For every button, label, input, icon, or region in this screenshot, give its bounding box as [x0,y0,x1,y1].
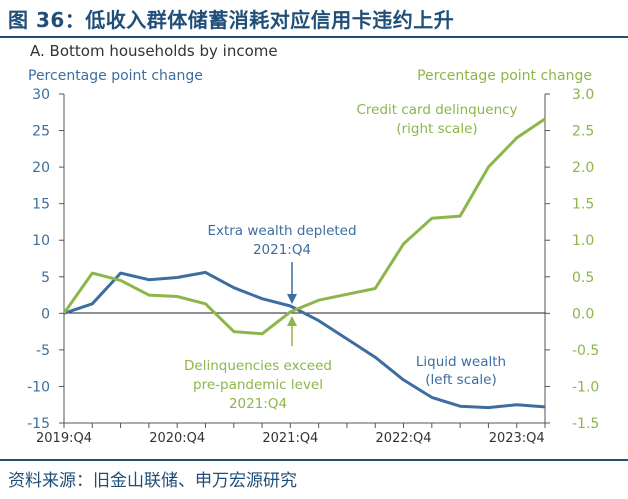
panel-title: A. Bottom households by income [30,42,278,60]
source-note: 资料来源：旧金山联储、申万宏源研究 [8,471,297,491]
right-tick-label: 1.0 [572,233,594,249]
x-tick-label: 2021:Q4 [262,431,318,446]
source-rule [0,459,628,461]
left-tick-label: 30 [32,87,50,103]
left-tick-label: 10 [32,233,50,249]
annotation-delinq-1: Delinquencies exceed [184,358,332,374]
right-axis-label: Percentage point change [417,68,592,84]
left-tick-label: -15 [27,416,50,432]
x-tick-label: 2022:Q4 [376,431,432,446]
label-credit-card-1: Credit card delinquency [356,102,517,118]
left-tick-label: -10 [27,379,50,395]
extra-wealth-arrowhead [287,294,297,304]
x-tick-label: 2019:Q4 [36,431,92,446]
label-liquid-wealth-2: (left scale) [425,372,496,388]
annotation-delinq-3: 2021:Q4 [229,396,287,412]
right-tick-label: 0.5 [572,270,594,286]
label-credit-card-2: (right scale) [396,121,477,137]
left-tick-label: -5 [36,343,50,359]
left-tick-label: 0 [41,306,50,322]
x-tick-label: 2020:Q4 [149,431,205,446]
annotation-extra-wealth-1: Extra wealth depleted [207,223,356,239]
right-tick-label: -1.5 [572,416,599,432]
left-tick-label: 15 [32,197,50,213]
right-tick-label: 3.0 [572,87,594,103]
annotation-extra-wealth-2: 2021:Q4 [253,242,311,258]
series-liquid-wealth [63,270,546,410]
right-tick-label: 0.0 [572,306,594,322]
label-liquid-wealth-1: Liquid wealth [416,354,506,370]
left-tick-label: 5 [41,270,50,286]
left-tick-label: 20 [32,160,50,176]
left-tick-label: 25 [32,124,50,140]
left-axis-label: Percentage point change [28,68,203,84]
x-tick-label: 2023:Q4 [489,431,545,446]
right-tick-label: 2.0 [572,160,594,176]
delinq-arrowhead [287,316,297,326]
annotation-delinq-2: pre-pandemic level [193,377,323,393]
series-credit-card-delinquency [62,117,546,336]
right-tick-label: -0.5 [572,343,599,359]
figure-title: 图 36：低收入群体储蓄消耗对应信用卡违约上升 [8,8,455,32]
right-tick-label: -1.0 [572,379,599,395]
right-tick-label: 2.5 [572,124,594,140]
right-tick-label: 1.5 [572,197,594,213]
title-rule [0,36,628,38]
